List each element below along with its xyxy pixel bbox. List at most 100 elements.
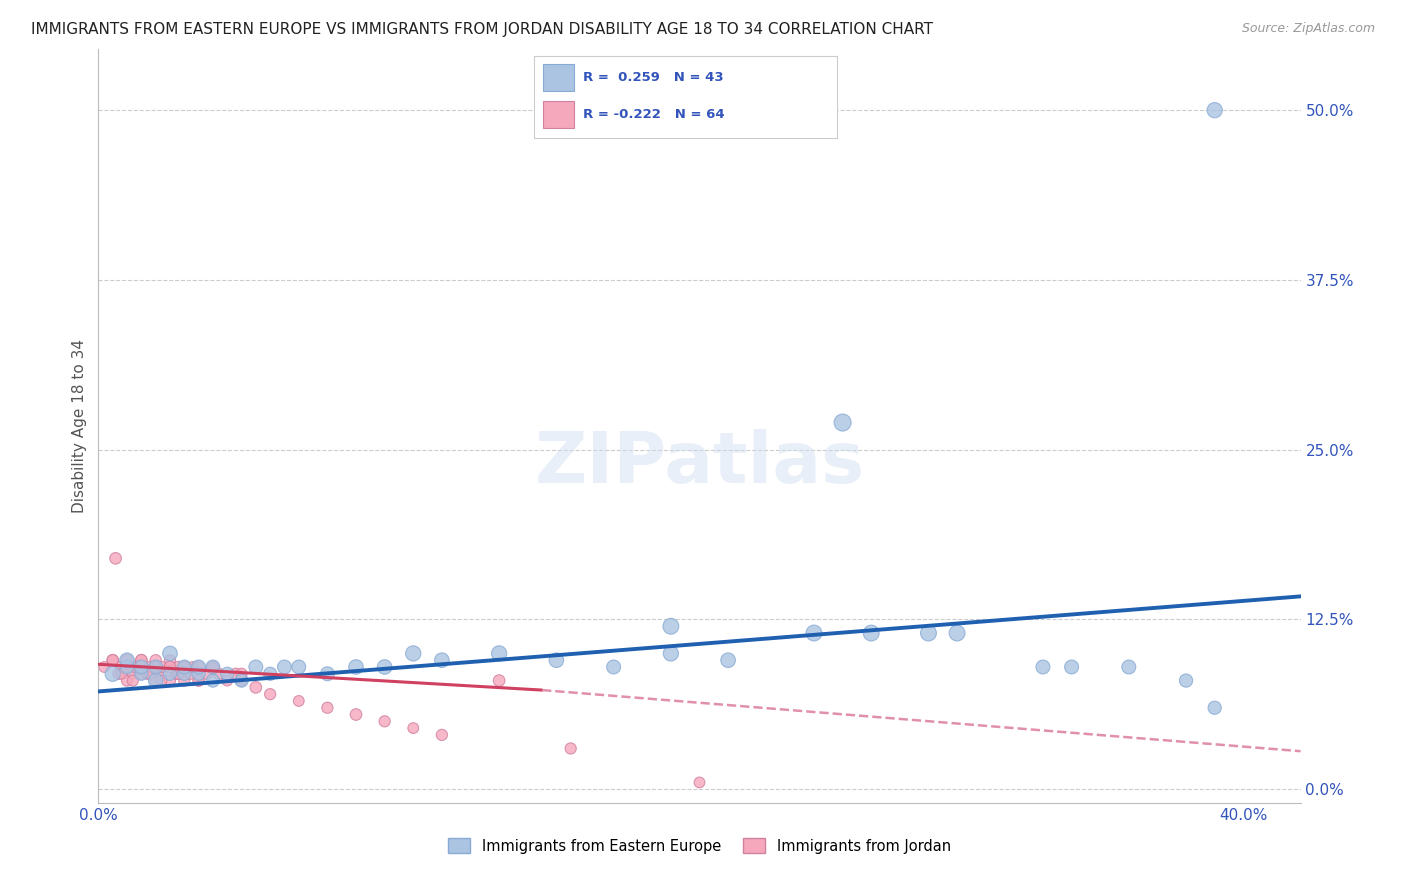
Point [115, 653, 138, 667]
FancyBboxPatch shape [543, 102, 574, 128]
Point [173, 666, 195, 681]
Point [208, 666, 231, 681]
Point [121, 660, 143, 674]
Text: IMMIGRANTS FROM EASTERN EUROPE VS IMMIGRANTS FROM JORDAN DISABILITY AGE 18 TO 34: IMMIGRANTS FROM EASTERN EUROPE VS IMMIGR… [31, 22, 934, 37]
Point [131, 666, 153, 681]
Text: Source: ZipAtlas.com: Source: ZipAtlas.com [1241, 22, 1375, 36]
Point [1060, 660, 1083, 674]
Point [167, 666, 190, 681]
Y-axis label: Disability Age 18 to 34: Disability Age 18 to 34 [72, 339, 87, 513]
Point [131, 660, 153, 674]
Point [195, 666, 218, 681]
Point [187, 660, 209, 674]
Point [115, 660, 138, 674]
Point [173, 660, 195, 674]
Point [131, 666, 153, 681]
Point [688, 775, 710, 789]
Point [1118, 660, 1140, 674]
Point [115, 653, 138, 667]
Point [316, 700, 339, 714]
Point [831, 416, 853, 430]
Point [167, 666, 190, 681]
Point [217, 673, 239, 688]
Point [201, 660, 224, 674]
Point [131, 653, 153, 667]
Point [402, 721, 425, 735]
Point [159, 666, 181, 681]
Point [273, 660, 295, 674]
Point [159, 673, 181, 688]
Point [231, 673, 253, 688]
Point [187, 673, 209, 688]
Point [344, 660, 367, 674]
Point [145, 660, 167, 674]
Point [430, 653, 453, 667]
Point [173, 660, 195, 674]
Point [374, 660, 396, 674]
Point [150, 673, 173, 688]
Point [139, 666, 162, 681]
Point [430, 728, 453, 742]
Point [187, 673, 209, 688]
Text: R = -0.222   N = 64: R = -0.222 N = 64 [582, 108, 724, 121]
Point [159, 660, 181, 674]
Point [245, 681, 267, 695]
Point [287, 660, 309, 674]
Point [115, 660, 138, 674]
Point [104, 551, 127, 566]
Point [139, 660, 162, 674]
Point [1204, 700, 1226, 714]
Point [231, 673, 253, 688]
Point [231, 666, 253, 681]
Point [560, 741, 582, 756]
Point [145, 660, 167, 674]
Point [167, 660, 190, 674]
Point [145, 673, 167, 688]
Point [179, 666, 201, 681]
Point [124, 660, 146, 674]
Point [101, 653, 124, 667]
Point [344, 707, 367, 722]
Point [93, 660, 115, 674]
Point [159, 653, 181, 667]
Point [165, 666, 187, 681]
Text: R =  0.259   N = 43: R = 0.259 N = 43 [582, 70, 723, 84]
Point [131, 653, 153, 667]
FancyBboxPatch shape [543, 63, 574, 91]
Point [659, 619, 682, 633]
Point [101, 653, 124, 667]
Point [110, 660, 132, 674]
Point [181, 660, 204, 674]
Point [201, 660, 224, 674]
Point [225, 666, 247, 681]
Point [150, 666, 173, 681]
Point [374, 714, 396, 729]
Point [110, 666, 132, 681]
Point [139, 666, 162, 681]
Point [159, 660, 181, 674]
Point [259, 687, 281, 701]
Text: ZIPatlas: ZIPatlas [534, 429, 865, 498]
Point [803, 626, 825, 640]
Point [316, 666, 339, 681]
Point [131, 660, 153, 674]
Point [173, 660, 195, 674]
Point [717, 653, 740, 667]
Point [121, 666, 143, 681]
Point [101, 666, 124, 681]
Point [287, 694, 309, 708]
Point [488, 673, 510, 688]
Point [1175, 673, 1198, 688]
Point [1204, 103, 1226, 118]
Point [145, 660, 167, 674]
Point [159, 647, 181, 661]
Point [488, 647, 510, 661]
Point [402, 647, 425, 661]
Point [1032, 660, 1054, 674]
Point [201, 660, 224, 674]
Point [917, 626, 939, 640]
Point [946, 626, 969, 640]
Point [187, 660, 209, 674]
Point [115, 673, 138, 688]
Point [121, 673, 143, 688]
